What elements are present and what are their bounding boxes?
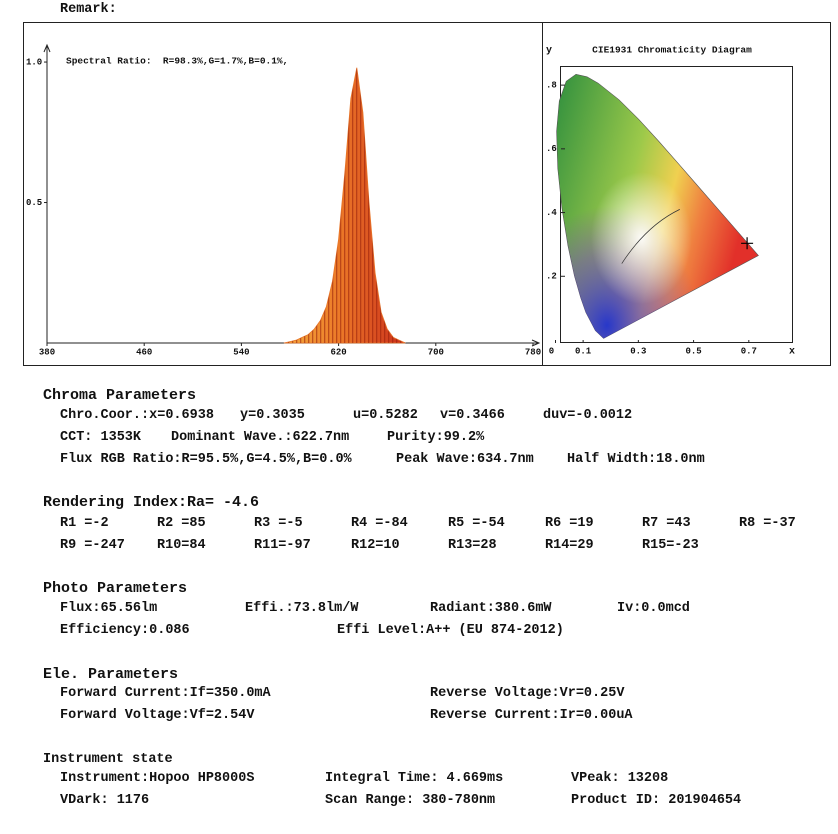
y-tick-label: .2 <box>546 272 557 282</box>
annotation: Spectral Ratio: R=98.3%,G=1.7%,B=0.1%, <box>66 56 288 67</box>
parameter: Effi Level:A++ (EU 874-2012) <box>337 623 564 638</box>
x-tick-label: 460 <box>136 347 152 357</box>
parameter: VDark: 1176 <box>60 793 150 808</box>
x-axis-label: x <box>789 347 795 358</box>
x-tick-label: 700 <box>428 347 444 357</box>
parameter: R1 =-2 <box>60 516 109 531</box>
parameter: Dominant Wave.:622.7nm <box>171 430 350 445</box>
y-tick-label: 1.0 <box>26 57 42 67</box>
section-title: Photo Parameters <box>43 580 188 597</box>
parameter: Scan Range: 380-780nm <box>325 793 496 808</box>
parameter: R8 =-37 <box>739 516 796 531</box>
parameter: Peak Wave:634.7nm <box>396 452 534 467</box>
parameter: Chro.Coor.:x=0.6938 <box>60 408 214 423</box>
cie-gamut-white <box>556 74 759 339</box>
parameter: Reverse Current:Ir=0.00uA <box>430 708 633 723</box>
x-tick-label: 0 <box>549 346 554 356</box>
y-tick-label: .4 <box>546 208 557 218</box>
planckian-locus <box>621 209 680 264</box>
section-title: Chroma Parameters <box>43 387 197 404</box>
parameter: Efficiency:0.086 <box>60 623 190 638</box>
parameter: Flux RGB Ratio:R=95.5%,G=4.5%,B=0.0% <box>60 452 352 467</box>
x-tick-label: 0.1 <box>575 346 592 356</box>
y-tick-label: .6 <box>546 144 557 154</box>
parameter: R5 =-54 <box>448 516 505 531</box>
parameter: Product ID: 201904654 <box>571 793 742 808</box>
parameter: R2 =85 <box>157 516 206 531</box>
parameter: R10=84 <box>157 538 206 553</box>
charts: 380 460 540 620 700 780 1.0 0.5 Spectral Ratio: … <box>23 22 831 366</box>
parameter: v=0.3466 <box>440 408 505 423</box>
parameter: R15=-23 <box>642 538 699 553</box>
x-tick-label: 540 <box>233 347 249 357</box>
x-tick-label: 0.3 <box>630 346 646 356</box>
parameter: Half Width:18.0nm <box>567 452 705 467</box>
parameter: Purity:99.2% <box>387 430 485 445</box>
x-tick-label: 620 <box>330 347 346 357</box>
y-axis-label: y <box>546 46 552 57</box>
parameter: duv=-0.0012 <box>543 408 633 423</box>
spectrum-texture <box>283 67 406 343</box>
x-tick-label: 0.7 <box>741 346 757 356</box>
parameter: R13=28 <box>448 538 497 553</box>
y-tick-label: 0.5 <box>26 198 42 208</box>
parameter: Forward Current:If=350.0mA <box>60 686 271 701</box>
parameter: R4 =-84 <box>351 516 408 531</box>
chromaticity-point <box>741 237 754 250</box>
section-title: Rendering Index:Ra= -4.6 <box>43 494 260 511</box>
x-tick-label: 0.5 <box>685 346 701 356</box>
parameter: Forward Voltage:Vf=2.54V <box>60 708 255 723</box>
remark: Remark: <box>60 2 117 17</box>
parameter: R12=10 <box>351 538 400 553</box>
section-title: Ele. Parameters <box>43 666 179 683</box>
parameter: Instrument:Hopoo HP8000S <box>60 771 255 786</box>
cie-plot-frame <box>560 66 793 343</box>
section-title: Instrument state <box>43 752 173 767</box>
parameter: CCT: 1353K <box>60 430 142 445</box>
parameter: R11=-97 <box>254 538 311 553</box>
y-tick-label: .8 <box>546 80 557 90</box>
parameter: VPeak: 13208 <box>571 771 669 786</box>
x-tick-label: 380 <box>39 347 55 357</box>
parameter: Iv:0.0mcd <box>617 601 690 616</box>
parameter: R7 =43 <box>642 516 691 531</box>
cie-title: CIE1931 Chromaticity Diagram <box>592 45 752 56</box>
x-axis-arrow <box>531 339 541 347</box>
parameter: Effi.:73.8lm/W <box>245 601 359 616</box>
parameter: Integral Time: 4.669ms <box>325 771 504 786</box>
x-tick-label: 780 <box>525 347 541 357</box>
parameter: Reverse Voltage:Vr=0.25V <box>430 686 625 701</box>
parameter: R9 =-247 <box>60 538 125 553</box>
y-axis-arrow <box>43 43 51 53</box>
parameter: R3 =-5 <box>254 516 303 531</box>
chart-frame <box>23 22 831 366</box>
parameter: R6 =19 <box>545 516 594 531</box>
parameter: Radiant:380.6mW <box>430 601 552 616</box>
parameter: y=0.3035 <box>240 408 305 423</box>
parameter: R14=29 <box>545 538 594 553</box>
parameter: Flux:65.56lm <box>60 601 158 616</box>
parameter: u=0.5282 <box>353 408 418 423</box>
